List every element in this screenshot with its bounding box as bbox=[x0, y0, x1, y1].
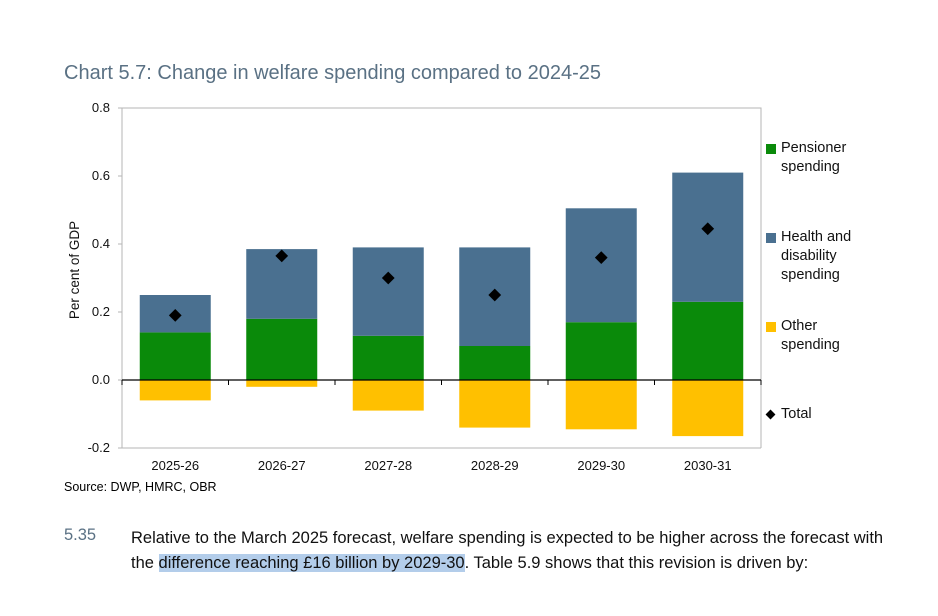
bar-health-and-disability-spending bbox=[672, 172, 744, 302]
bar-other-spending bbox=[246, 380, 318, 387]
chart-source: Source: DWP, HMRC, OBR bbox=[64, 480, 217, 494]
bar-pensioner-spending bbox=[565, 322, 637, 380]
bar-health-and-disability-spending bbox=[565, 208, 637, 323]
bar-other-spending bbox=[459, 380, 531, 428]
x-tick-label: 2029-30 bbox=[577, 458, 625, 473]
highlighted-text[interactable]: difference reaching £16 billion by 2029-… bbox=[158, 554, 465, 572]
total-marker bbox=[275, 249, 289, 263]
legend-label: Health and disability spending bbox=[781, 229, 852, 283]
chart-title: Chart 5.7: Change in welfare spending co… bbox=[64, 62, 602, 84]
x-tick-label: 2030-31 bbox=[684, 458, 732, 473]
x-tick-label: 2027-28 bbox=[364, 458, 412, 473]
paragraph-text-after: . Table 5.9 shows that this revision is … bbox=[464, 554, 809, 572]
paragraph-number: 5.35 bbox=[64, 526, 97, 544]
chart-plot: 0.8 0.6 0.4 0.2 0.0 -0.2 Per cent of GDP 2025-2… bbox=[67, 100, 762, 473]
legend-swatch bbox=[766, 144, 776, 154]
paragraph-body: Relative to the March 2025 forecast, wel… bbox=[131, 526, 891, 576]
legend-label: Other spending bbox=[781, 318, 840, 353]
bar-other-spending bbox=[139, 380, 211, 401]
legend-label: Pensioner spending bbox=[781, 140, 847, 175]
y-tick-label: 0.8 bbox=[92, 100, 110, 115]
bar-pensioner-spending bbox=[139, 332, 211, 380]
bar-pensioner-spending bbox=[672, 301, 744, 380]
x-tick-label: 2025-26 bbox=[151, 458, 199, 473]
y-tick-label: 0.6 bbox=[92, 168, 110, 183]
y-tick-label: 0.0 bbox=[92, 372, 110, 387]
legend-swatch bbox=[766, 233, 776, 243]
bar-pensioner-spending bbox=[352, 335, 424, 380]
bar-pensioner-spending bbox=[246, 318, 318, 380]
total-marker bbox=[381, 271, 395, 285]
bar-other-spending bbox=[352, 380, 424, 411]
y-axis-label: Per cent of GDP bbox=[67, 221, 82, 319]
bar-pensioner-spending bbox=[459, 346, 531, 380]
total-marker bbox=[488, 288, 502, 302]
y-tick-label: 0.4 bbox=[92, 236, 110, 251]
y-tick-label: -0.2 bbox=[88, 440, 110, 455]
x-tick-label: 2026-27 bbox=[258, 458, 306, 473]
legend-label: Total bbox=[781, 406, 812, 422]
bar-other-spending bbox=[672, 380, 744, 437]
legend-swatch bbox=[766, 322, 776, 332]
paragraph-text-before: Relative to the March 2025 forecast, wel… bbox=[131, 529, 884, 572]
bar-other-spending bbox=[565, 380, 637, 430]
total-marker bbox=[168, 309, 182, 322]
y-tick-label: 0.2 bbox=[92, 304, 110, 319]
x-tick-label: 2028-29 bbox=[471, 458, 519, 473]
plot-frame bbox=[121, 107, 762, 448]
bar-health-and-disability-spending bbox=[352, 247, 424, 336]
